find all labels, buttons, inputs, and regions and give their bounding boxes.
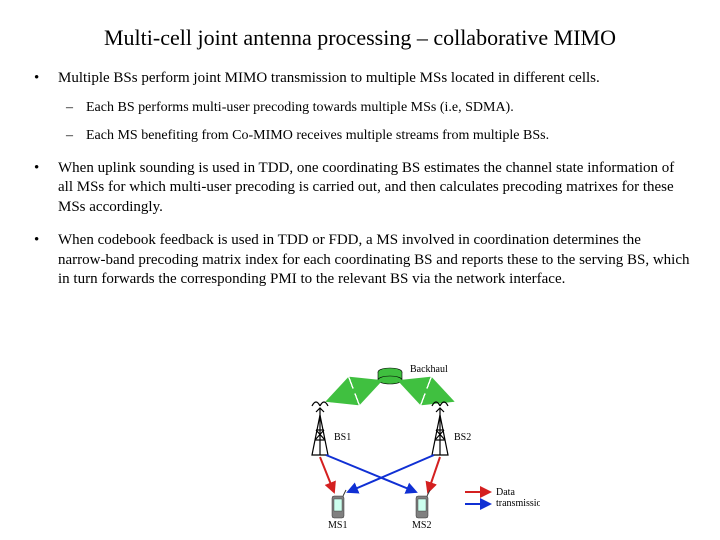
bs2-label: BS2 [454, 432, 471, 443]
bullet-2: When uplink sounding is used in TDD, one… [30, 159, 690, 218]
backhaul-icon [378, 368, 402, 384]
slide-title: Multi-cell joint antenna processing – co… [30, 25, 690, 51]
bs1-tower-icon [312, 402, 328, 455]
network-diagram: Backhaul BS1 BS2 [260, 360, 540, 530]
sub-bullet-1-2: Each MS benefiting from Co-MIMO receives… [58, 127, 690, 145]
sub-bullet-1-1: Each BS performs multi-user precoding to… [58, 99, 690, 117]
ms1-phone-icon [332, 490, 346, 518]
ms1-label: MS1 [328, 520, 347, 530]
bullet-1: Multiple BSs perform joint MIMO transmis… [30, 69, 690, 145]
bullet-1-text: Multiple BSs perform joint MIMO transmis… [58, 70, 600, 86]
bullet-3: When codebook feedback is used in TDD or… [30, 231, 690, 290]
sub-bullet-list-1: Each BS performs multi-user precoding to… [58, 99, 690, 145]
bullet-list: Multiple BSs perform joint MIMO transmis… [30, 69, 690, 290]
data-transmission-label: Data transmission [496, 487, 540, 509]
ms2-label: MS2 [412, 520, 431, 530]
bs1-label: BS1 [334, 432, 351, 443]
bs2-tower-icon [432, 402, 448, 455]
ms2-phone-icon [416, 490, 430, 518]
backhaul-label: Backhaul [410, 364, 448, 375]
